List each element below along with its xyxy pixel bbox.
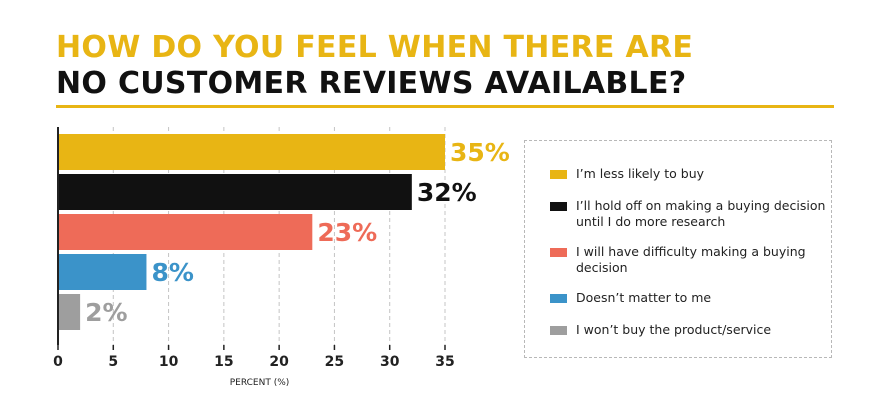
- data-label: 2%: [85, 298, 127, 327]
- x-tick-label: 20: [269, 354, 289, 370]
- title-divider: [56, 105, 834, 108]
- x-axis-label: PERCENT (%): [230, 378, 290, 388]
- chart-title: HOW DO YOU FEEL WHEN THERE ARE NO CUSTOM…: [56, 30, 693, 102]
- bar: [58, 174, 412, 210]
- data-label: 32%: [417, 178, 477, 207]
- bar: [58, 214, 313, 250]
- x-tick-label: 5: [108, 354, 118, 370]
- x-tick-label: 0: [53, 354, 63, 370]
- chart-title-line-1: HOW DO YOU FEEL WHEN THERE ARE: [56, 30, 694, 65]
- bar: [58, 254, 147, 290]
- legend-item: I will have difficulty making a buying d…: [550, 244, 826, 276]
- legend-label: I won’t buy the product/service: [576, 322, 772, 337]
- legend-label: I’ll hold off on making a buying decisio…: [576, 198, 826, 229]
- legend-swatch: [550, 326, 567, 335]
- x-tick-label: 35: [435, 354, 454, 370]
- legend-item: I won’t buy the product/service: [550, 322, 771, 338]
- x-tick-label: 15: [214, 354, 233, 370]
- data-label: 35%: [450, 138, 510, 167]
- bar: [58, 294, 81, 330]
- x-tick-label: 10: [159, 354, 179, 370]
- legend-item: Doesn’t matter to me: [550, 290, 711, 306]
- chart-legend: I’m less likely to buy I’ll hold off on m…: [524, 140, 832, 358]
- legend-swatch: [550, 248, 567, 257]
- data-label: 8%: [151, 258, 193, 287]
- legend-item: I’m less likely to buy: [550, 166, 704, 182]
- legend-label: Doesn’t matter to me: [576, 290, 712, 305]
- legend-swatch: [550, 170, 567, 179]
- legend-label: I will have difficulty making a buying d…: [576, 244, 806, 275]
- x-tick-label: 25: [325, 354, 344, 370]
- legend-swatch: [550, 294, 567, 303]
- data-label: 23%: [317, 218, 377, 247]
- x-tick-label: 30: [380, 354, 400, 370]
- legend-swatch: [550, 202, 567, 211]
- bar: [58, 134, 445, 170]
- legend-item: I’ll hold off on making a buying decisio…: [550, 198, 826, 230]
- legend-label: I’m less likely to buy: [576, 166, 705, 181]
- chart-title-line-2: NO CUSTOMER REVIEWS AVAILABLE?: [56, 66, 687, 101]
